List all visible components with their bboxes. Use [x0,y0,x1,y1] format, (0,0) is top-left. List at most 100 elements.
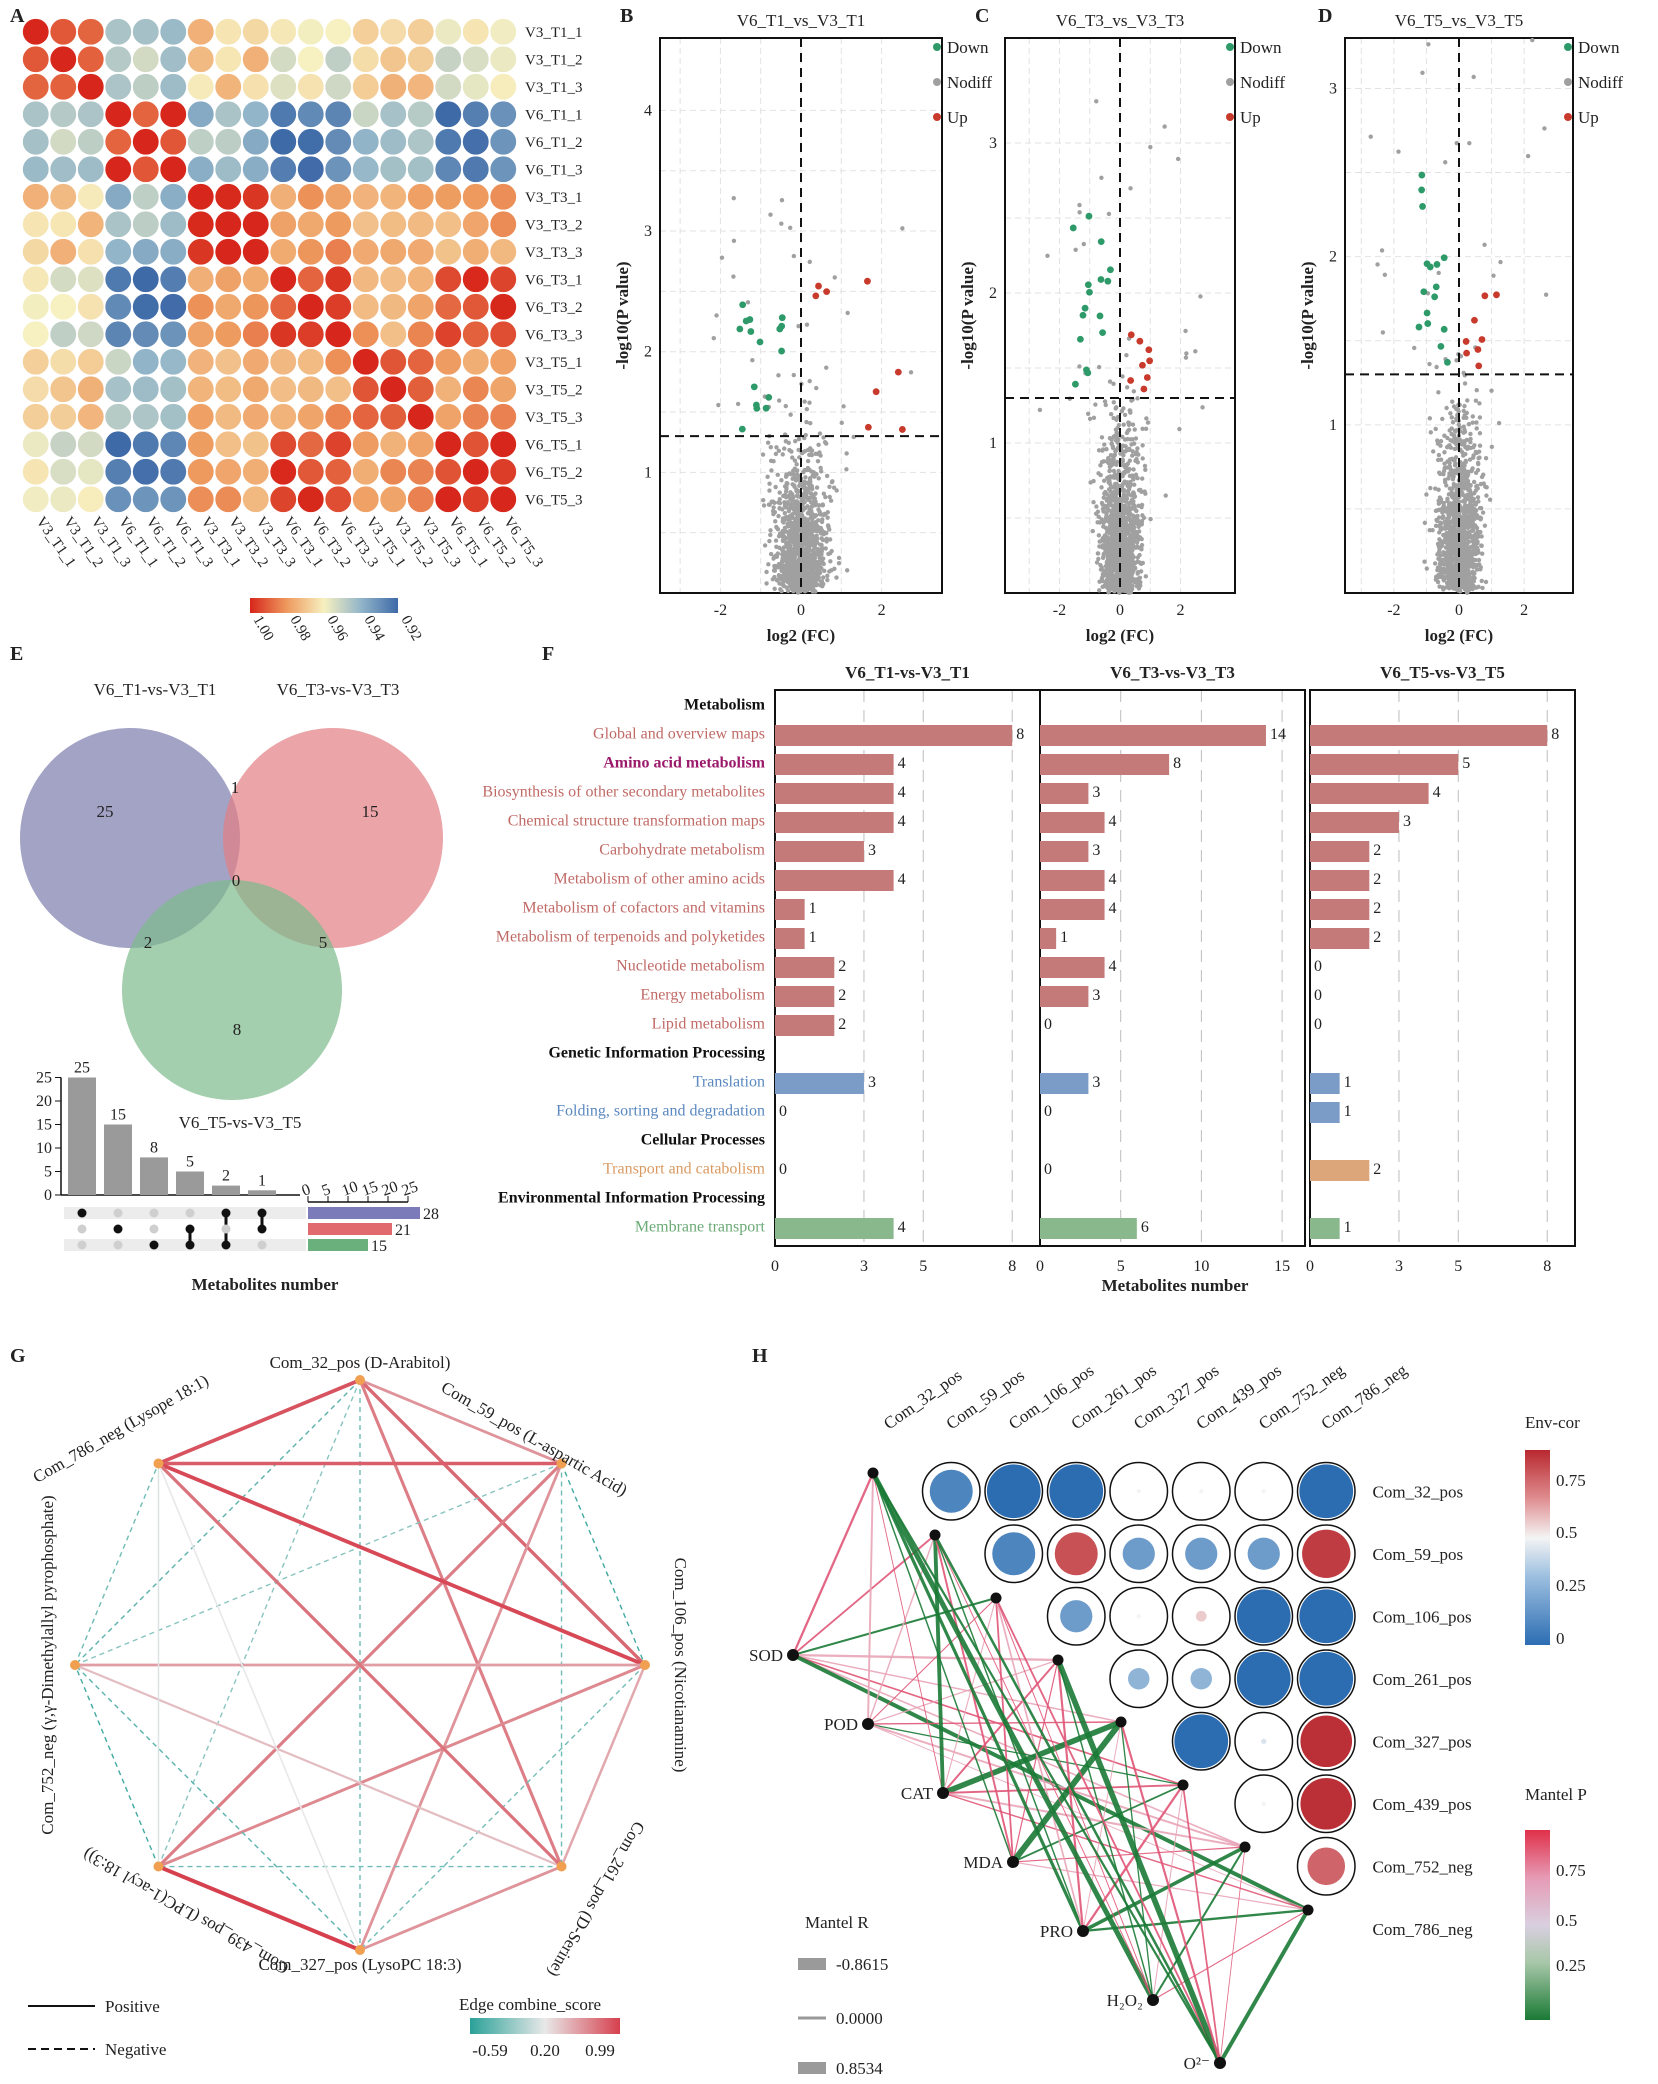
heatmap-cell [242,18,269,45]
upset-bar-label: 2 [222,1168,230,1185]
kegg-value: 3 [1092,842,1100,859]
nodiff-point [780,452,785,457]
heatmap-cell [132,156,159,183]
kegg-value: 0 [1314,958,1322,975]
nodiff-point [1426,42,1431,47]
nodiff-point [1468,431,1473,437]
nodiff-point [1462,508,1467,514]
kegg-row-label: Membrane transport [635,1219,766,1236]
legend-dot [1226,113,1234,121]
heatmap-cell [490,238,517,265]
kegg-value: 2 [1373,871,1381,888]
heatmap-cell [22,458,49,485]
nodiff-point [773,538,779,543]
nodiff-point [803,475,808,480]
nodiff-point [814,485,820,490]
nodiff-point [1441,532,1446,538]
mantel-link [872,1472,944,1794]
nodiff-point [1115,559,1121,564]
nodiff-point [1143,467,1148,473]
heatmap-cell [132,321,159,348]
network-node-label: Com_106_pos (Nicotianamine) [671,1558,690,1773]
nodiff-point [1108,496,1113,501]
nodiff-point [1136,524,1141,530]
heatmap-cell [407,293,434,320]
nodiff-point [1135,475,1140,481]
up-point [1474,346,1482,353]
nodiff-point [767,538,772,544]
nodiff-point [1107,379,1113,384]
nodiff-point [1441,587,1446,592]
upset-matrix-row [64,1239,306,1251]
heatmap-cell [22,101,49,128]
nodiff-point [1379,248,1385,253]
heatmap-cell [352,293,379,320]
heatmap-cell [105,403,132,430]
nodiff-point [1111,381,1116,387]
heatmap-cell [77,293,104,320]
nodiff-point [1124,563,1129,569]
kegg-row-label: Environmental Information Processing [498,1190,765,1207]
nodiff-point [1473,540,1478,545]
upset-ytick: 15 [36,1117,52,1134]
nodiff-point [1130,437,1135,442]
nodiff-point [805,550,811,555]
nodiff-point [1200,405,1205,410]
heatmap-cell [242,73,269,100]
heatmap-cell [407,18,434,45]
nodiff-point [1136,529,1142,534]
heatmap-cell [22,238,49,265]
kegg-xtick: 5 [1454,1258,1462,1275]
heatmap-cell [435,46,462,73]
mantel-link [1218,1909,1310,2064]
upset-bar [176,1171,204,1195]
kegg-value: 8 [1016,726,1024,743]
kegg-row-label: Chemical structure transformation maps [508,813,765,830]
nodiff-point [1428,430,1434,435]
nodiff-point [1480,585,1485,591]
set-size-tick: 10 [340,1178,361,1199]
heatmap-cell [105,101,132,128]
nodiff-point [1133,521,1139,526]
heatmap-cell [187,321,214,348]
heatmap-cell [22,376,49,403]
heatmap-cell [352,486,379,513]
heatmap-row-label: V6_T3_2 [525,300,583,316]
heatmap-cell [407,46,434,73]
kegg-value: 4 [898,784,906,801]
nodiff-point [1450,486,1455,491]
nodiff-point [768,445,773,450]
heatmap-cell [490,458,517,485]
nodiff-point [1128,482,1133,487]
nodiff-point [1119,450,1125,456]
network-node [355,1945,365,1955]
nodiff-point [1466,530,1472,535]
mantelp-tick: 0.75 [1556,1861,1586,1880]
heatmap-cell [297,128,324,155]
mantel-cell [1261,1489,1266,1494]
nodiff-point [844,568,850,573]
nodiff-point [1091,415,1097,420]
heatmap-cell [352,46,379,73]
mantel-cell [1122,1537,1155,1570]
nodiff-point [1433,486,1438,491]
heatmap-cell [160,431,187,458]
down-point [1104,277,1112,285]
up-point [894,368,902,376]
heatmap-cell [297,211,324,238]
kegg-value: 3 [1092,987,1100,1004]
nodiff-point [1436,270,1441,276]
nodiff-point [784,573,789,579]
heatmap-cell [380,211,407,238]
nodiff-point [790,476,795,482]
nodiff-point [1479,543,1484,548]
heatmap-cell [215,348,242,375]
heatmap-cell [407,156,434,183]
nodiff-point [793,519,799,525]
nodiff-point [1136,537,1141,542]
nodiff-point [1120,374,1125,379]
nodiff-point [765,440,771,445]
kegg-bar [1040,957,1105,978]
nodiff-point [760,452,766,457]
kegg-bar [775,725,1013,746]
